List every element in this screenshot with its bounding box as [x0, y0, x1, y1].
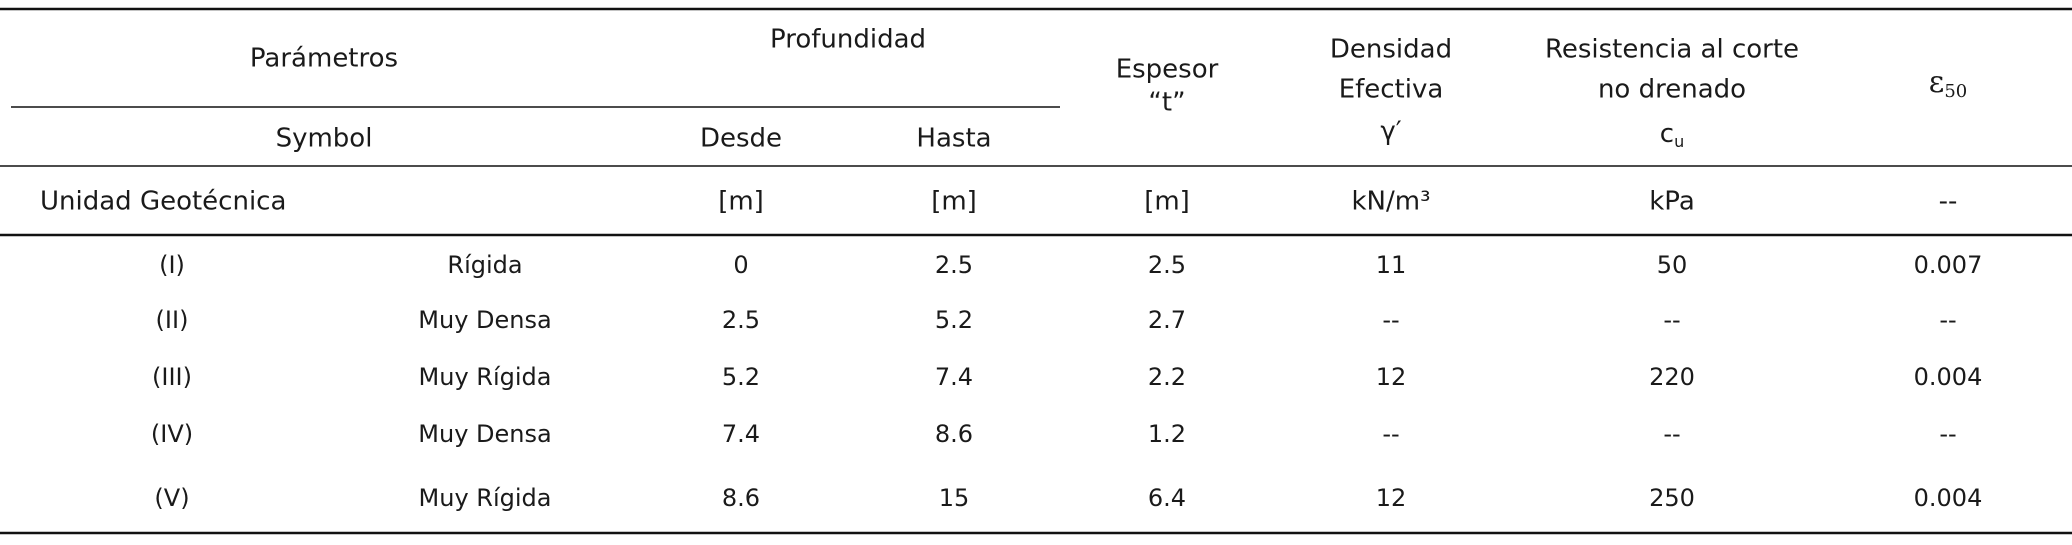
header-cell: Efectiva	[1339, 75, 1444, 105]
units-cell: --	[1939, 187, 1958, 217]
header-cell: ε50	[1929, 65, 1967, 102]
cell: 2.7	[1148, 306, 1186, 334]
units-cell: kN/m³	[1351, 187, 1430, 217]
cell: Rígida	[447, 251, 522, 279]
cell: (III)	[152, 363, 192, 391]
cell: 2.5	[1148, 251, 1186, 279]
header-cell: γ′	[1380, 117, 1401, 147]
cell: 12	[1376, 363, 1407, 391]
symbol: c	[1660, 119, 1674, 149]
header-cell: no drenado	[1598, 75, 1746, 105]
units-cell: kPa	[1649, 187, 1695, 217]
cell: Muy Densa	[418, 420, 551, 448]
units-cell: [m]	[1144, 187, 1190, 217]
cell: 220	[1649, 363, 1695, 391]
cell: (I)	[159, 251, 185, 279]
symbol: ε	[1929, 65, 1945, 100]
cell: 250	[1649, 484, 1695, 512]
subscript: u	[1674, 132, 1684, 151]
cell: --	[1939, 420, 1956, 448]
cell: 5.2	[722, 363, 760, 391]
units-label: Unidad Geotécnica	[40, 187, 286, 217]
cell: --	[1663, 306, 1680, 334]
header-cell: cu	[1660, 119, 1684, 151]
cell: 2.2	[1148, 363, 1186, 391]
cell: 2.5	[722, 306, 760, 334]
cell: 0.004	[1914, 363, 1983, 391]
units-cell: [m]	[931, 187, 977, 217]
cell: --	[1939, 306, 1956, 334]
cell: --	[1382, 306, 1399, 334]
cell: 11	[1376, 251, 1407, 279]
cell: --	[1382, 420, 1399, 448]
cell: 7.4	[722, 420, 760, 448]
header-cell: Hasta	[916, 124, 991, 154]
cell: Muy Rígida	[419, 363, 552, 391]
cell: (IV)	[151, 420, 193, 448]
cell: Muy Rígida	[419, 484, 552, 512]
units-cell: [m]	[718, 187, 764, 217]
header-cell: Densidad	[1330, 35, 1452, 65]
cell: 50	[1657, 251, 1688, 279]
cell: --	[1663, 420, 1680, 448]
cell: 5.2	[935, 306, 973, 334]
cell: 2.5	[935, 251, 973, 279]
cell: 1.2	[1148, 420, 1186, 448]
cell: Muy Densa	[418, 306, 551, 334]
cell: 0	[733, 251, 748, 279]
header-cell: Resistencia al corte	[1545, 35, 1799, 65]
cell: 15	[939, 484, 970, 512]
cell: (V)	[154, 484, 189, 512]
header-cell: Parámetros	[250, 44, 398, 74]
subscript: 50	[1944, 81, 1967, 102]
cell: 8.6	[722, 484, 760, 512]
cell: (II)	[156, 306, 189, 334]
cell: 0.007	[1914, 251, 1983, 279]
cell: 0.004	[1914, 484, 1983, 512]
cell: 6.4	[1148, 484, 1186, 512]
cell: 8.6	[935, 420, 973, 448]
header-cell: Desde	[700, 124, 782, 154]
cell: 12	[1376, 484, 1407, 512]
cell: 7.4	[935, 363, 973, 391]
header-cell: Espesor	[1116, 55, 1219, 85]
header-cell: Symbol	[276, 124, 373, 154]
header-cell: “t”	[1148, 88, 1185, 118]
header-cell: Profundidad	[770, 25, 926, 55]
